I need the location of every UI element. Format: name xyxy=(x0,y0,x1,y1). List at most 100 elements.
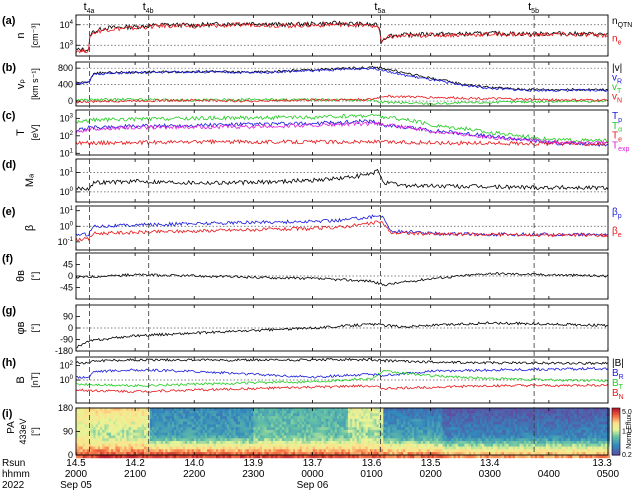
heatmap-cell xyxy=(209,421,212,426)
heatmap-cell xyxy=(286,429,289,434)
heatmap-cell xyxy=(115,427,118,431)
heatmap-cell xyxy=(521,438,525,442)
heatmap-cell xyxy=(111,435,114,439)
heatmap-cell xyxy=(231,446,234,450)
heatmap-cell xyxy=(158,413,162,417)
heatmap-cell xyxy=(176,454,179,459)
heatmap-cell xyxy=(380,413,384,417)
heatmap-cell xyxy=(321,424,325,428)
heatmap-cell xyxy=(515,452,518,456)
heatmap-cell xyxy=(589,424,593,428)
heatmap-cell xyxy=(572,410,575,414)
heatmap-cell xyxy=(341,418,344,423)
heatmap-cell xyxy=(510,446,514,450)
heatmap-cell xyxy=(163,424,166,428)
heatmap-cell xyxy=(257,446,261,450)
heatmap-cell xyxy=(288,446,292,450)
heatmap-cell xyxy=(235,443,239,448)
heatmap-cell xyxy=(115,435,118,439)
heatmap-cell xyxy=(570,427,573,431)
heatmap-cell xyxy=(471,427,474,431)
heatmap-cell xyxy=(229,449,232,453)
heatmap-cell xyxy=(113,440,116,445)
heatmap-cell xyxy=(87,413,90,417)
heatmap-cell xyxy=(133,407,136,412)
heatmap-cell xyxy=(387,452,391,456)
heatmap-cell xyxy=(117,410,121,414)
colorbar-swatch xyxy=(612,453,620,456)
heatmap-cell xyxy=(169,410,173,414)
heatmap-cell xyxy=(389,421,393,426)
heatmap-cell xyxy=(484,449,487,453)
heatmap-cell xyxy=(539,449,542,453)
heatmap-cell xyxy=(137,410,140,414)
heatmap-cell xyxy=(431,427,435,431)
heatmap-cell xyxy=(501,407,505,412)
heatmap-cell xyxy=(578,449,582,453)
heatmap-cell xyxy=(128,407,132,412)
heatmap-cell xyxy=(176,452,179,456)
heatmap-cell xyxy=(148,421,151,426)
panel-frame xyxy=(75,61,609,107)
heatmap-cell xyxy=(400,446,404,450)
heatmap-cell xyxy=(207,438,210,442)
heatmap-cell xyxy=(189,418,193,423)
heatmap-cell xyxy=(350,427,353,431)
heatmap-cell xyxy=(237,446,241,450)
heatmap-cell xyxy=(141,427,145,431)
heatmap-cell xyxy=(93,418,96,423)
heatmap-cell xyxy=(310,427,314,431)
heatmap-cell xyxy=(240,449,243,453)
heatmap-cell xyxy=(369,429,373,434)
heatmap-cell xyxy=(93,424,96,428)
heatmap-cell xyxy=(345,416,349,420)
heatmap-cell xyxy=(89,435,92,439)
heatmap-cell xyxy=(222,443,226,448)
heatmap-cell xyxy=(517,418,520,423)
heatmap-cell xyxy=(409,438,413,442)
heatmap-cell xyxy=(554,424,558,428)
heatmap-cell xyxy=(556,424,560,428)
heatmap-cell xyxy=(279,449,283,453)
heatmap-cell xyxy=(133,446,136,450)
heatmap-cell xyxy=(137,413,140,417)
heatmap-cell xyxy=(394,424,397,428)
heatmap-cell xyxy=(299,413,303,417)
heatmap-cell xyxy=(541,413,545,417)
heatmap-cell xyxy=(394,421,397,426)
heatmap-cell xyxy=(104,443,107,448)
heatmap-cell xyxy=(517,429,520,434)
heatmap-cell xyxy=(556,432,560,437)
heatmap-cell xyxy=(122,427,125,431)
heatmap-cell xyxy=(200,429,204,434)
heatmap-cell xyxy=(102,416,105,420)
heatmap-cell xyxy=(310,432,314,437)
heatmap-cell xyxy=(284,427,287,431)
heatmap-cell xyxy=(380,435,384,439)
heatmap-cell xyxy=(347,413,351,417)
heatmap-cell xyxy=(160,416,164,420)
heatmap-cell xyxy=(436,446,439,450)
heatmap-cell xyxy=(493,432,496,437)
x-tick-label-rsun: 13.3 xyxy=(592,458,612,469)
heatmap-cell xyxy=(104,449,107,453)
heatmap-cell xyxy=(126,454,129,459)
heatmap-cell xyxy=(508,413,512,417)
heatmap-cell xyxy=(336,418,340,423)
heatmap-cell xyxy=(87,446,90,450)
heatmap-cell xyxy=(567,410,571,414)
heatmap-cell xyxy=(464,454,468,459)
heatmap-cell xyxy=(369,435,373,439)
heatmap-cell xyxy=(137,429,140,434)
heatmap-cell xyxy=(354,446,358,450)
heatmap-cell xyxy=(361,432,364,437)
heatmap-cell xyxy=(242,427,245,431)
heatmap-cell xyxy=(389,416,393,420)
heatmap-cell xyxy=(277,449,281,453)
heatmap-cell xyxy=(171,443,175,448)
heatmap-cell xyxy=(504,407,507,412)
heatmap-cell xyxy=(380,449,384,453)
heatmap-cell xyxy=(479,446,483,450)
heatmap-cell xyxy=(484,446,487,450)
heatmap-cell xyxy=(341,416,344,420)
